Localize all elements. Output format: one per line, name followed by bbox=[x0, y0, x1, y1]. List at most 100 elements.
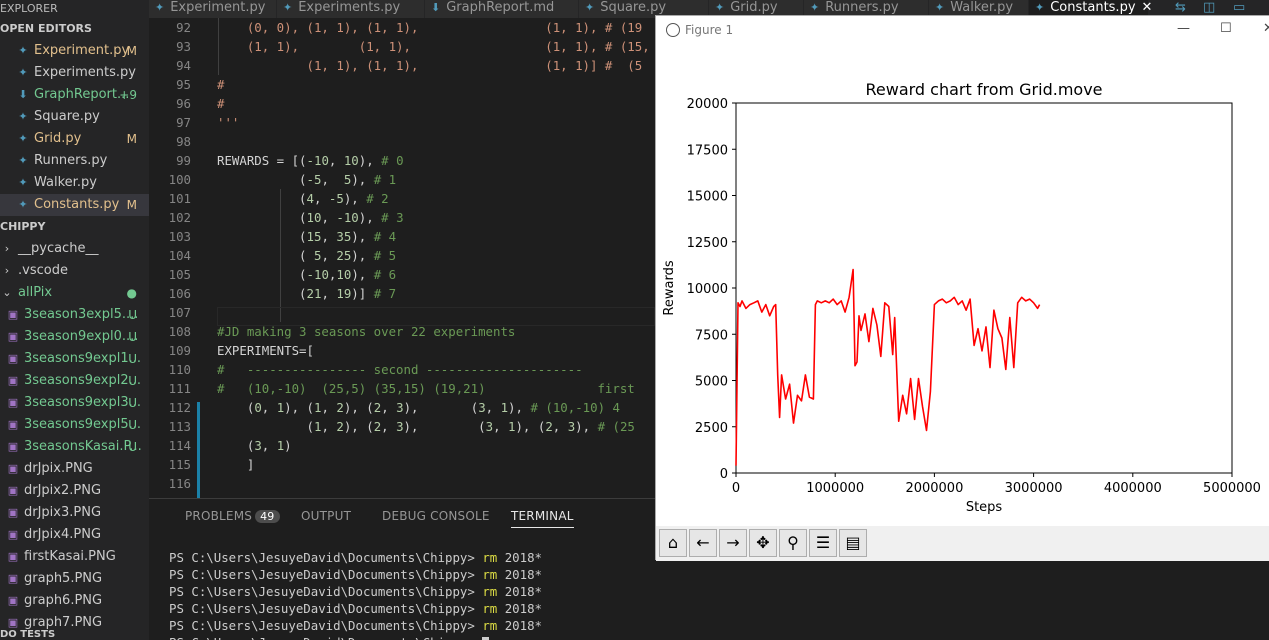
configure-subplots-button[interactable]: ☰ bbox=[809, 529, 837, 557]
back-arrow-button[interactable]: ← bbox=[689, 529, 717, 557]
open-editor-item[interactable]: ✦ Experiment.py M bbox=[0, 40, 149, 62]
open-editor-item[interactable]: ✦ Walker.py bbox=[0, 172, 149, 194]
file-label: 3season3expl5.... bbox=[24, 307, 139, 322]
minimize-icon[interactable]: — bbox=[1177, 21, 1190, 36]
editor-tab-label: Walker.py bbox=[950, 0, 1014, 15]
file-item[interactable]: ▣ 3seasons9expl5... U bbox=[0, 414, 149, 436]
terminal-argument: 2018* bbox=[497, 550, 542, 565]
y-axis-label: Rewards bbox=[662, 260, 677, 315]
maximize-icon[interactable]: ☐ bbox=[1220, 21, 1232, 36]
y-tick-label: 10000 bbox=[687, 282, 728, 297]
folder-item[interactable]: ⌄ allPix ● bbox=[0, 282, 149, 304]
forward-arrow-button[interactable]: → bbox=[719, 529, 747, 557]
zoom-icon: ⚲ bbox=[787, 533, 799, 552]
image-file-icon: ▣ bbox=[7, 352, 19, 365]
line-number: 112 bbox=[168, 400, 191, 415]
code-line: 98 bbox=[149, 132, 655, 151]
pan-button[interactable]: ✥ bbox=[749, 529, 777, 557]
folder-label: __pycache__ bbox=[18, 241, 99, 256]
project-header[interactable]: CHIPPY bbox=[0, 220, 46, 233]
file-item[interactable]: ▣ 3seasons9expl3... U bbox=[0, 392, 149, 414]
file-item[interactable]: ▣ drJpix.PNG bbox=[0, 458, 149, 480]
code-text: # bbox=[217, 96, 225, 111]
code-line: 104 ( 5, 25), # 5 bbox=[149, 246, 655, 265]
more-actions-icon[interactable]: ▭ bbox=[1233, 0, 1246, 15]
split-editor-icon[interactable]: ◫ bbox=[1203, 0, 1216, 15]
file-item[interactable]: ▣ 3seasonsKasai.P... U bbox=[0, 436, 149, 458]
open-editor-label: Runners.py bbox=[34, 153, 108, 168]
image-file-icon: ▣ bbox=[7, 616, 19, 629]
code-text: (-10,10), # 6 bbox=[217, 267, 397, 282]
file-item[interactable]: ▣ 3seasons9expl1... U bbox=[0, 348, 149, 370]
figure-canvas[interactable]: Reward chart from Grid.move Steps Rewards 0… bbox=[656, 46, 1269, 526]
code-text: # ---------------- second --------------… bbox=[217, 362, 583, 377]
code-text: #JD making 3 seasons over 22 experiments bbox=[217, 324, 516, 339]
code-text: ( 5, 25), # 5 bbox=[217, 248, 397, 263]
zoom-button[interactable]: ⚲ bbox=[779, 529, 807, 557]
git-status-badge: U bbox=[128, 330, 137, 344]
terminal-command: rm bbox=[482, 567, 498, 582]
file-item[interactable]: ▣ graph5.PNG bbox=[0, 568, 149, 590]
editor-tab[interactable]: ✦ Constants.py ✕ bbox=[1029, 0, 1152, 18]
editor-tab[interactable]: ✦ Experiment.py bbox=[149, 0, 277, 18]
code-text: (15, 35), # 4 bbox=[217, 229, 397, 244]
code-line: 93 (1, 1), (1, 1), (1, 1), # (15, bbox=[149, 37, 655, 56]
close-icon[interactable]: ✕ bbox=[1263, 21, 1269, 36]
save-button[interactable]: ▤ bbox=[839, 529, 867, 557]
line-number: 98 bbox=[176, 134, 191, 149]
editor-tab[interactable]: ✦ Walker.py bbox=[929, 0, 1029, 18]
code-text: (-5, 5), # 1 bbox=[217, 172, 397, 187]
panel-tab[interactable]: DEBUG CONSOLE bbox=[382, 509, 490, 523]
file-item[interactable]: ▣ 3season9expl0.... U bbox=[0, 326, 149, 348]
open-editor-item[interactable]: ⬇ GraphReport... +9 bbox=[0, 84, 149, 106]
panel-tab[interactable]: PROBLEMS 49 bbox=[185, 509, 280, 523]
chart-title: Reward chart from Grid.move bbox=[865, 80, 1102, 99]
file-item[interactable]: ▣ drJpix2.PNG bbox=[0, 480, 149, 502]
git-change-indicator bbox=[197, 402, 200, 498]
folder-item[interactable]: › .vscode bbox=[0, 260, 149, 282]
code-line: 101 (4, -5), # 2 bbox=[149, 189, 655, 208]
close-tab-icon[interactable]: ✕ bbox=[1141, 0, 1153, 15]
editor-tab[interactable]: ⬇ GraphReport.md bbox=[425, 0, 579, 18]
x-tick-label: 0 bbox=[732, 481, 740, 496]
open-editor-item[interactable]: ✦ Square.py bbox=[0, 106, 149, 128]
compare-icon[interactable]: ⇆ bbox=[1175, 0, 1186, 15]
editor-tab[interactable]: ✦ Square.py bbox=[579, 0, 709, 18]
editor-tab[interactable]: ✦ Grid.py bbox=[709, 0, 804, 18]
file-item[interactable]: ▣ firstKasai.PNG bbox=[0, 546, 149, 568]
line-number: 94 bbox=[176, 58, 191, 73]
terminal-command: rm bbox=[482, 618, 498, 633]
file-item[interactable]: ▣ 3seasons9expl2... U bbox=[0, 370, 149, 392]
folder-item[interactable]: › __pycache__ bbox=[0, 238, 149, 260]
outline-header[interactable]: DO TESTS bbox=[0, 629, 56, 640]
forward-arrow-icon: → bbox=[726, 533, 740, 552]
open-editors-header[interactable]: OPEN EDITORS bbox=[0, 22, 92, 35]
image-file-icon: ▣ bbox=[7, 396, 19, 409]
x-tick-label: 1000000 bbox=[806, 481, 864, 496]
file-item[interactable]: ▣ 3season3expl5.... U bbox=[0, 304, 149, 326]
save-icon: ▤ bbox=[845, 533, 861, 552]
open-editor-item[interactable]: ✦ Runners.py bbox=[0, 150, 149, 172]
editor-tab[interactable]: ✦ Experiments.py bbox=[277, 0, 425, 18]
file-item[interactable]: ▣ graph7.PNG bbox=[0, 612, 149, 634]
line-number: 114 bbox=[168, 438, 191, 453]
terminal-prompt: PS C:\Users\JesuyeDavid\Documents\Chippy… bbox=[169, 635, 482, 640]
file-label: 3seasons9expl3... bbox=[24, 395, 142, 410]
code-line: 96 # bbox=[149, 94, 655, 113]
git-status-badge: M bbox=[126, 44, 137, 58]
code-text: REWARDS = [(-10, 10), # 0 bbox=[217, 153, 404, 168]
open-editor-item[interactable]: ✦ Experiments.py bbox=[0, 62, 149, 84]
editor-tab[interactable]: ✦ Runners.py bbox=[804, 0, 929, 18]
home-button[interactable]: ⌂ bbox=[659, 529, 687, 557]
panel-tab[interactable]: OUTPUT bbox=[301, 509, 351, 523]
x-tick-label: 3000000 bbox=[1005, 481, 1063, 496]
file-item[interactable]: ▣ graph6.PNG bbox=[0, 590, 149, 612]
y-tick-label: 2500 bbox=[695, 421, 728, 436]
file-item[interactable]: ▣ drJpix3.PNG bbox=[0, 502, 149, 524]
open-editor-item[interactable]: ✦ Constants.py M bbox=[0, 194, 149, 216]
code-editor[interactable]: 92 (0, 0), (1, 1), (1, 1), (1, 1), # (19… bbox=[149, 18, 655, 498]
open-editor-item[interactable]: ✦ Grid.py M bbox=[0, 128, 149, 150]
panel-tab[interactable]: TERMINAL bbox=[511, 509, 574, 528]
file-item[interactable]: ▣ drJpix4.PNG bbox=[0, 524, 149, 546]
file-label: graph5.PNG bbox=[24, 571, 103, 586]
